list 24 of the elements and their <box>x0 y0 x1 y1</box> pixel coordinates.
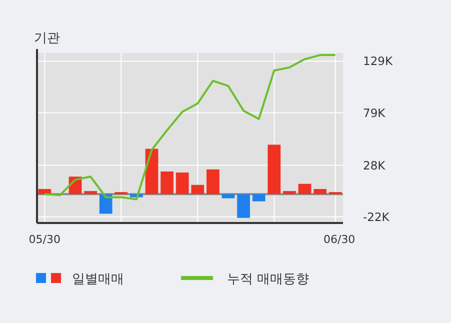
y2-tick-label: 129K <box>363 54 393 68</box>
bar <box>84 191 97 194</box>
x-tick-label: 05/30 <box>28 233 60 246</box>
bar <box>160 171 174 194</box>
bar <box>298 184 312 194</box>
bar <box>237 194 250 218</box>
bar <box>191 184 204 194</box>
legend-label: 일별매매 <box>72 272 124 287</box>
bar <box>38 189 52 194</box>
chart-title: 기관 <box>34 31 60 46</box>
line-series <box>44 54 336 200</box>
y2-tick-label: -22K <box>363 210 390 224</box>
y2-tick-label: 28K <box>363 158 386 172</box>
y2-tick-label: 79K <box>363 106 386 120</box>
bar <box>252 194 266 202</box>
bar <box>283 191 296 194</box>
bar <box>314 189 326 194</box>
bar <box>99 194 112 214</box>
bar <box>222 194 235 198</box>
legend-label: 누적 매매동향 <box>227 272 310 287</box>
bar <box>206 169 220 194</box>
bar <box>268 144 281 194</box>
x-tick-label: 06/30 <box>324 233 356 246</box>
bar <box>176 172 189 194</box>
